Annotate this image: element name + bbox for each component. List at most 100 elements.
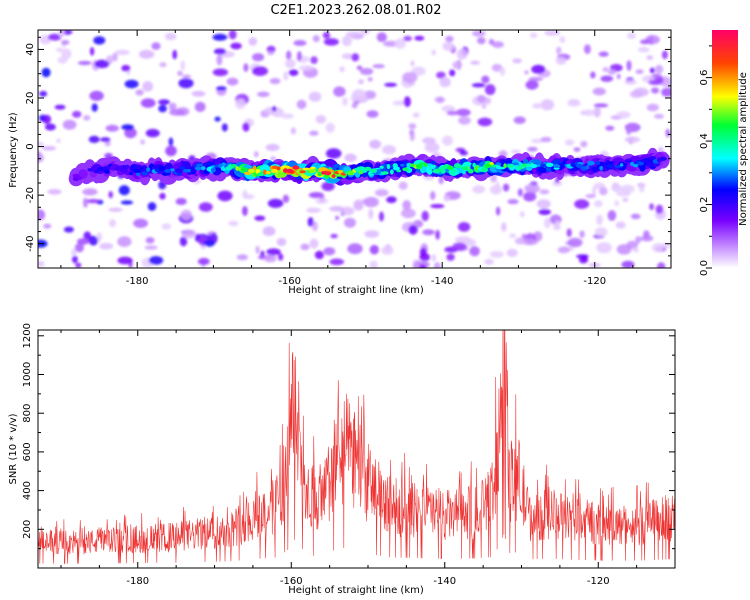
noise-blob	[57, 56, 68, 64]
noise-blob	[323, 247, 336, 256]
noise-blob	[82, 188, 98, 196]
noise-blob	[235, 98, 246, 110]
colorbar-label: Normalized spectral amplitude	[738, 72, 749, 226]
noise-blob	[456, 48, 468, 60]
colorbar-tick-label: 0.2	[699, 197, 710, 213]
ridge-point	[270, 168, 278, 173]
x-tick-label: -160	[280, 576, 303, 587]
noise-blob	[72, 110, 82, 118]
ridge-blob	[468, 168, 474, 174]
noise-blob	[75, 262, 82, 268]
noise-blob	[124, 79, 139, 89]
noise-blob	[361, 199, 370, 204]
ridge-blob	[128, 171, 134, 176]
noise-blob	[512, 58, 522, 64]
noise-blob	[592, 185, 597, 197]
noise-blob	[120, 200, 134, 205]
noise-blob	[646, 103, 659, 112]
noise-blob	[161, 223, 172, 230]
noise-blob	[593, 106, 601, 118]
ridge-blob	[643, 160, 649, 164]
snr-y-label: SNR (10 * v/v)	[8, 413, 19, 484]
noise-blob	[403, 35, 413, 42]
ridge-blob	[77, 176, 83, 180]
noise-blob	[54, 104, 66, 110]
noise-blob	[61, 40, 70, 45]
noise-blob	[366, 110, 379, 118]
noise-blob	[117, 256, 133, 265]
noise-blob	[309, 130, 319, 136]
noise-blob	[442, 135, 453, 146]
ridge-blob	[337, 170, 344, 174]
noise-blob	[121, 124, 134, 131]
noise-blob	[471, 83, 486, 88]
noise-blob	[38, 209, 46, 221]
noise-blob	[661, 50, 668, 60]
ridge-point	[606, 164, 614, 168]
noise-blob	[179, 236, 188, 247]
noise-blob	[364, 230, 380, 238]
noise-blob	[643, 230, 650, 239]
noise-blob	[77, 238, 90, 245]
ridge-blob	[632, 163, 639, 168]
noise-blob	[253, 151, 259, 158]
ridge-blob	[331, 174, 336, 178]
spectrogram-frame	[37, 29, 672, 269]
noise-blob	[544, 217, 551, 229]
noise-blob	[203, 240, 215, 247]
noise-blob	[359, 30, 370, 36]
noise-blob	[507, 199, 519, 205]
noise-blob	[495, 181, 500, 192]
noise-blob	[630, 213, 641, 220]
noise-blob	[198, 202, 213, 212]
noise-blob	[540, 99, 555, 111]
noise-blob	[168, 102, 177, 112]
noise-blob	[140, 98, 156, 108]
y-tick-label: -40	[25, 236, 36, 252]
noise-blob	[298, 65, 314, 71]
noise-blob	[312, 35, 320, 43]
noise-blob	[217, 190, 233, 202]
y-tick-label: 400	[22, 481, 33, 500]
x-tick-label: -180	[126, 276, 149, 287]
noise-blob	[41, 146, 57, 151]
noise-blob	[138, 49, 155, 59]
ridge-blob	[430, 165, 436, 169]
noise-blob	[182, 74, 192, 79]
noise-blob	[665, 128, 670, 138]
noise-blob	[430, 191, 436, 200]
ridge-point	[225, 166, 233, 171]
colorbar: 0.0 0.2 0.4 0.6 Normalized spectral amplitu…	[699, 30, 749, 276]
ridge-blob	[218, 163, 223, 169]
ridge-blob	[158, 165, 166, 171]
snr-x-label: Height of straight line (km)	[288, 585, 424, 596]
noise-blob	[226, 77, 239, 86]
noise-blob	[290, 127, 296, 135]
noise-blob	[655, 64, 664, 74]
y-tick-label: 1000	[22, 362, 33, 387]
ridge-blob	[498, 166, 506, 170]
noise-blob	[71, 248, 77, 256]
ridge-blob	[190, 168, 196, 173]
noise-blob	[135, 89, 144, 96]
ridge-blob	[458, 164, 463, 169]
noise-blob	[351, 53, 360, 62]
x-tick-label: -120	[587, 576, 610, 587]
noise-blob	[62, 119, 77, 130]
noise-blob	[376, 32, 387, 43]
noise-blob	[310, 56, 318, 64]
noise-blob	[529, 32, 538, 39]
noise-blob	[661, 87, 671, 97]
noise-blob	[359, 68, 374, 75]
noise-blob	[88, 235, 99, 246]
ridge-point	[164, 168, 172, 173]
spectrogram-y-label: Frequency (Hz)	[8, 112, 19, 188]
noise-blob	[408, 123, 417, 130]
noise-blob	[566, 228, 572, 237]
noise-blob	[517, 188, 523, 197]
noise-blob	[458, 116, 471, 125]
ridge-blob	[587, 160, 595, 166]
noise-blob	[158, 104, 168, 113]
noise-blob	[424, 142, 440, 153]
y-tick-label: 20	[25, 92, 36, 105]
